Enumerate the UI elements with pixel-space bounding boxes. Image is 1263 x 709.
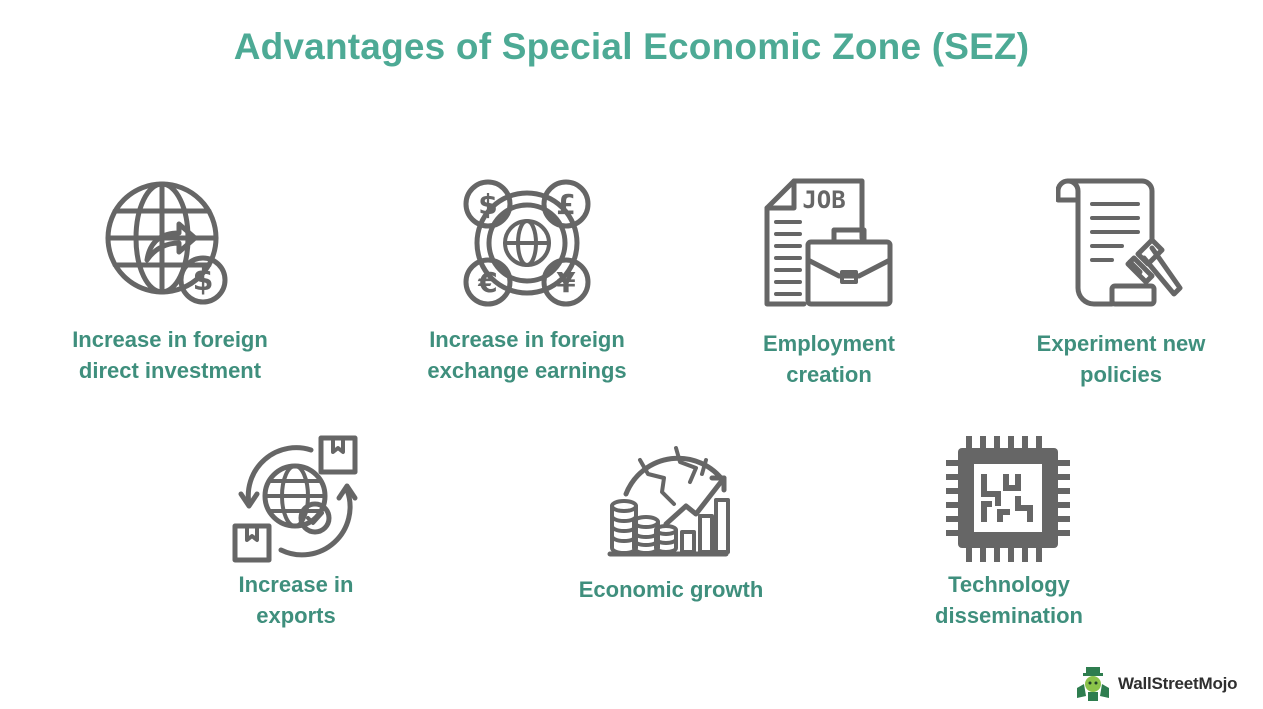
job-briefcase-icon: JOB bbox=[764, 178, 894, 308]
advantage-forex: $ £ € ¥ Increase in foreign exchange ear… bbox=[407, 178, 647, 386]
advantage-label: Economic growth bbox=[551, 574, 791, 605]
svg-text:€: € bbox=[477, 266, 497, 299]
currency-exchange-icon: $ £ € ¥ bbox=[462, 178, 592, 308]
advantage-exports: Increase in exports bbox=[176, 434, 416, 631]
growth-chart-icon bbox=[606, 434, 736, 564]
wallstreetmojo-logo: WallStreetMojo bbox=[1074, 666, 1237, 702]
advantage-label: Employment creation bbox=[709, 328, 949, 390]
advantage-label: Technology dissemination bbox=[889, 569, 1129, 631]
policy-gavel-icon bbox=[1056, 178, 1186, 308]
global-exports-icon bbox=[231, 434, 361, 564]
microchip-icon bbox=[944, 434, 1074, 564]
advantage-label: Experiment new policies bbox=[1001, 328, 1241, 390]
svg-text:£: £ bbox=[556, 188, 575, 221]
wallstreetmojo-mascot-icon bbox=[1074, 666, 1112, 702]
advantage-employment: JOB Employment creation bbox=[709, 178, 949, 390]
svg-text:JOB: JOB bbox=[802, 186, 845, 214]
advantage-label: Increase in foreign exchange earnings bbox=[407, 324, 647, 386]
advantage-policies: Experiment new policies bbox=[1001, 178, 1241, 390]
advantage-technology: Technology dissemination bbox=[889, 434, 1129, 631]
logo-text: WallStreetMojo bbox=[1118, 674, 1237, 694]
svg-text:$: $ bbox=[478, 188, 497, 221]
advantage-label: Increase in foreign direct investment bbox=[50, 324, 290, 386]
page-title: Advantages of Special Economic Zone (SEZ… bbox=[0, 26, 1263, 68]
advantage-label: Increase in exports bbox=[176, 569, 416, 631]
svg-text:$: $ bbox=[193, 263, 214, 298]
advantage-growth: Economic growth bbox=[551, 434, 791, 605]
advantage-fdi: $ Increase in foreign direct investment bbox=[50, 178, 290, 386]
svg-text:¥: ¥ bbox=[556, 266, 576, 299]
globe-dollar-icon: $ bbox=[105, 178, 235, 308]
